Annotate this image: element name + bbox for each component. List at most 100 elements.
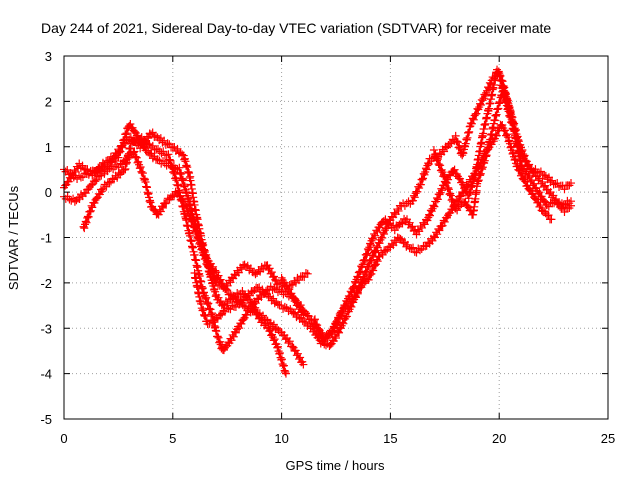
data-point <box>159 147 168 156</box>
data-point <box>470 111 479 120</box>
data-point <box>131 153 140 162</box>
data-point <box>273 300 282 309</box>
data-point <box>118 141 127 150</box>
data-point <box>139 174 148 183</box>
data-point <box>182 188 191 197</box>
data-point <box>172 176 181 185</box>
data-point <box>127 136 136 145</box>
data-point <box>239 315 248 324</box>
data-point <box>358 260 367 269</box>
data-point <box>451 131 460 140</box>
data-point <box>419 169 428 178</box>
data-point <box>472 109 481 118</box>
data-point <box>433 155 442 164</box>
data-point <box>446 189 455 198</box>
data-point <box>335 328 344 337</box>
data-point <box>536 167 545 176</box>
data-point <box>285 337 294 346</box>
series-track-h <box>429 81 576 219</box>
data-point <box>86 206 95 215</box>
data-point <box>381 247 390 256</box>
data-point <box>196 238 204 247</box>
data-point <box>426 206 435 215</box>
data-point <box>216 310 225 319</box>
data-point <box>544 202 553 211</box>
data-point <box>132 153 141 162</box>
data-points <box>60 65 576 378</box>
series-track-d <box>79 133 308 355</box>
data-point <box>201 254 210 263</box>
data-point <box>373 243 382 252</box>
data-point <box>206 305 215 314</box>
data-point <box>363 249 372 258</box>
data-point <box>356 267 365 276</box>
data-point <box>238 296 247 305</box>
data-point <box>310 316 319 325</box>
data-point <box>275 349 284 358</box>
y-tick-label: 1 <box>45 140 52 155</box>
data-point <box>267 331 276 340</box>
data-point <box>473 104 482 113</box>
data-point <box>436 166 445 175</box>
data-point <box>229 332 238 341</box>
data-point <box>450 165 459 174</box>
data-point <box>560 207 569 216</box>
y-tick-label: -2 <box>40 276 52 291</box>
data-point <box>365 258 374 267</box>
data-point <box>170 169 179 178</box>
data-point <box>191 228 200 237</box>
data-point <box>447 196 456 205</box>
data-point <box>517 170 526 179</box>
data-point <box>353 272 362 281</box>
data-point <box>165 155 174 164</box>
data-point <box>271 275 280 284</box>
data-point <box>285 285 294 294</box>
data-point <box>122 129 131 138</box>
data-point <box>416 180 425 189</box>
data-point <box>226 289 235 298</box>
data-point <box>80 224 89 233</box>
data-point <box>269 272 278 281</box>
data-point <box>444 185 453 194</box>
data-point <box>333 316 342 325</box>
data-point <box>101 165 110 174</box>
data-point <box>251 270 260 279</box>
data-point <box>311 320 320 329</box>
data-point <box>342 312 351 321</box>
data-point <box>547 215 556 224</box>
data-point <box>476 100 485 109</box>
data-point <box>110 162 119 171</box>
data-point <box>363 244 372 253</box>
data-point <box>434 160 443 169</box>
data-point <box>440 217 449 226</box>
data-point <box>339 319 348 328</box>
data-point <box>476 169 485 178</box>
data-point <box>275 348 284 357</box>
x-tick-label: 5 <box>169 431 176 446</box>
data-point <box>370 261 379 270</box>
data-point <box>373 257 382 266</box>
y-tick-label: -1 <box>40 231 52 246</box>
x-tick-label: 15 <box>383 431 397 446</box>
data-point <box>313 321 322 330</box>
data-point <box>200 250 209 259</box>
data-point <box>296 301 305 310</box>
chart-title: Day 244 of 2021, Sidereal Day-to-day VTE… <box>41 20 551 36</box>
data-point <box>162 150 171 159</box>
data-point <box>378 233 387 242</box>
data-point <box>86 207 95 216</box>
data-point <box>223 299 232 308</box>
data-point <box>467 119 476 128</box>
data-point <box>204 262 213 271</box>
data-point <box>476 171 485 180</box>
data-point <box>495 72 504 81</box>
data-point <box>84 212 93 221</box>
data-point <box>544 211 553 220</box>
data-point <box>279 361 288 370</box>
data-point <box>511 154 520 163</box>
data-point <box>501 126 510 135</box>
data-point <box>83 213 92 222</box>
data-point <box>193 232 202 241</box>
data-point <box>354 268 363 277</box>
data-point <box>442 178 451 187</box>
